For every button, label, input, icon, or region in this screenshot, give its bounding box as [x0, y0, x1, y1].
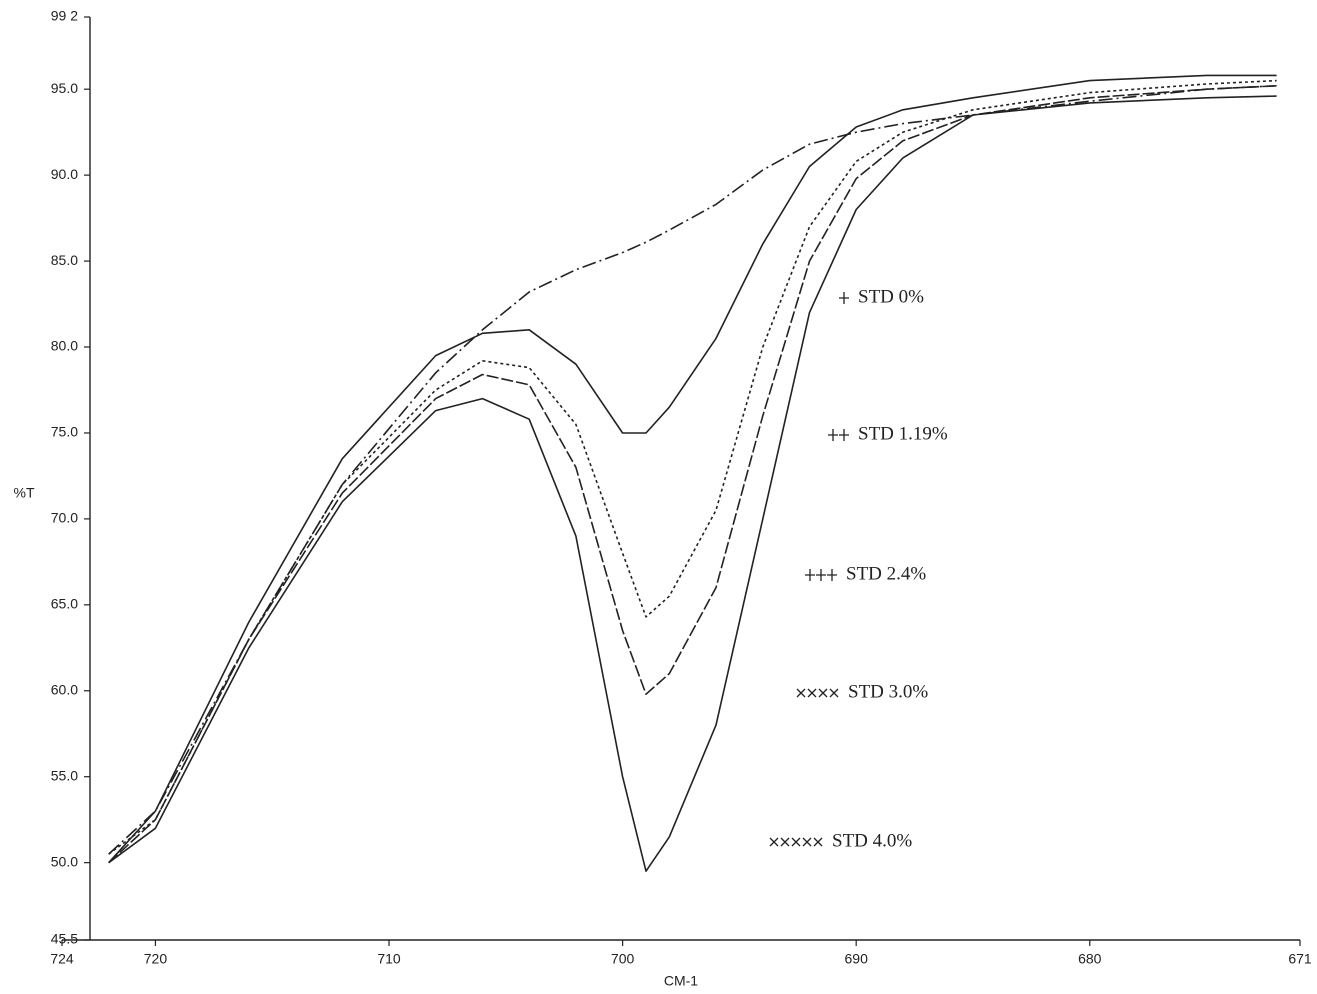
y-tick-label: 75.0 [51, 424, 78, 440]
y-tick-label: 55.0 [51, 767, 78, 783]
legend-marker [797, 689, 805, 697]
legend-marker [819, 689, 827, 697]
y-tick-label: 99 2 [51, 8, 78, 24]
legend-marker [805, 569, 815, 581]
legend-label: STD 4.0% [832, 830, 912, 851]
y-tick-label: 60.0 [51, 681, 78, 697]
y-tick-label: 85.0 [51, 252, 78, 268]
x-tick-label: 671 [1288, 951, 1312, 967]
y-tick-label: 90.0 [51, 166, 78, 182]
y-tick-label: 95.0 [51, 80, 78, 96]
legend-marker [830, 689, 838, 697]
x-tick-label: 680 [1078, 951, 1102, 967]
legend-marker [770, 838, 778, 846]
x-tick-label: 690 [845, 951, 869, 967]
y-tick-label: 65.0 [51, 596, 78, 612]
x-tick-label: 710 [377, 951, 401, 967]
legend-marker [781, 838, 789, 846]
y-tick-label: 50.0 [51, 853, 78, 869]
legend-marker [792, 838, 800, 846]
x-axis-label: CM-1 [664, 973, 698, 989]
y-axis-label: %T [14, 485, 35, 501]
legend-marker [803, 838, 811, 846]
legend-label: STD 3.0% [848, 681, 928, 702]
x-tick-label: 720 [144, 951, 168, 967]
legend-label: STD 0% [858, 286, 924, 307]
x-tick-label: 700 [611, 951, 635, 967]
spectrum-line [109, 96, 1277, 871]
legend-marker [816, 569, 826, 581]
legend-marker [814, 838, 822, 846]
spectrum-line [109, 86, 1277, 854]
legend-marker [827, 569, 837, 581]
y-tick-label: 80.0 [51, 338, 78, 354]
legend-label: STD 2.4% [846, 563, 926, 584]
x-tick-label: 724 [50, 951, 74, 967]
legend-marker [839, 429, 849, 441]
legend-label: STD 1.19% [858, 423, 948, 444]
spectrum-line [109, 75, 1277, 862]
spectrum-line [109, 86, 1277, 863]
legend-marker [828, 429, 838, 441]
spectrum-line [109, 81, 1277, 855]
y-tick-label: 70.0 [51, 510, 78, 526]
legend-marker [808, 689, 816, 697]
y-tick-label: 45.5 [51, 931, 78, 947]
legend-marker [839, 292, 849, 304]
chart: %T CM-1 45.5 50.0 55.0 60.0 65.0 70.0 75.0 80.0… [0, 0, 1317, 994]
